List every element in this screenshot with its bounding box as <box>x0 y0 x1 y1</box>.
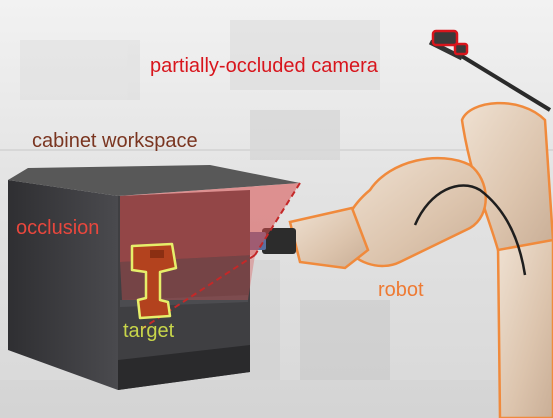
occlusion-label: occlusion <box>16 217 100 239</box>
camera-label: partially-occluded camera <box>150 55 378 77</box>
target-label: target <box>123 320 175 342</box>
robot-arm <box>198 101 553 418</box>
camera-icon <box>431 29 469 56</box>
target-object <box>130 242 178 320</box>
cabinet-label: cabinet workspace <box>32 130 198 152</box>
background-clutter <box>0 20 553 418</box>
robot-label: robot <box>378 279 424 301</box>
